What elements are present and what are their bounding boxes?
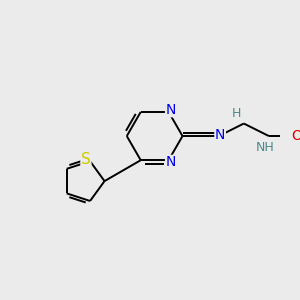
Text: N: N [215, 128, 225, 142]
Text: N: N [166, 103, 176, 117]
Text: N: N [166, 155, 176, 170]
Text: H: H [232, 107, 242, 120]
Text: O: O [291, 128, 300, 142]
Text: NH: NH [255, 141, 274, 154]
Text: S: S [81, 152, 91, 167]
